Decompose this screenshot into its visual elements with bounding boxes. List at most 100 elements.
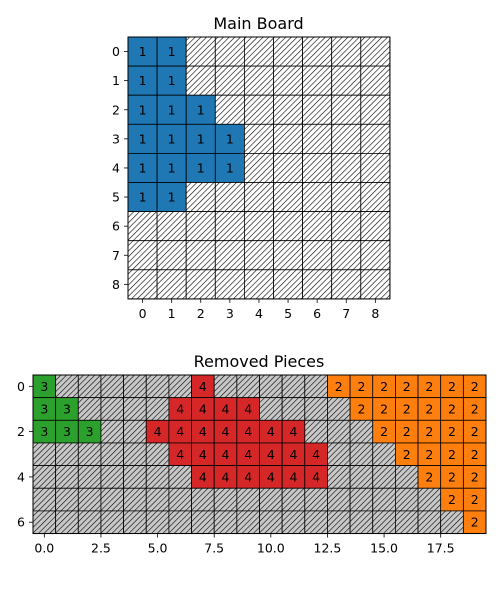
piece-cell-label: 3 [63, 424, 71, 439]
board-cell-label: 1 [139, 160, 147, 175]
board-cell-empty [273, 36, 304, 67]
board-cell-empty [243, 94, 274, 125]
board-cell-empty [273, 240, 304, 271]
piece-cell-empty [77, 397, 102, 421]
piece-cell-label: 4 [222, 469, 230, 484]
piece-cell-empty [145, 397, 170, 421]
piece-cell-empty [213, 374, 238, 399]
x-tick-label: 5 [284, 306, 292, 321]
board-cell-empty [243, 240, 274, 271]
y-tick-label: 6 [17, 515, 25, 530]
board-cell-label: 1 [168, 160, 176, 175]
piece-cell-empty [281, 510, 306, 534]
piece-cell-empty [123, 374, 147, 399]
piece-cell-empty [100, 374, 124, 399]
y-tick-label: 0 [17, 379, 25, 394]
piece-cell-empty [145, 465, 170, 489]
piece-cell-empty [349, 510, 374, 534]
board-cell-empty [185, 269, 216, 300]
piece-cell-empty [32, 465, 57, 489]
piece-cell-label: 4 [199, 379, 207, 394]
y-tick-label: 6 [112, 219, 120, 234]
board-cell-label: 1 [168, 190, 176, 205]
piece-cell-label: 2 [403, 424, 411, 439]
board-cell-empty [302, 182, 333, 213]
board-cell-empty [273, 123, 304, 154]
y-tick-label: 7 [112, 248, 120, 263]
board-cell-empty [302, 123, 333, 154]
board-cell-empty [214, 211, 245, 242]
piece-cell-label: 2 [448, 447, 456, 462]
board-cell-empty [360, 211, 391, 242]
board-cell-empty [273, 94, 304, 125]
piece-cell-empty [281, 397, 306, 421]
piece-cell-label: 4 [244, 469, 252, 484]
piece-cell-empty [100, 487, 124, 512]
board-cell-empty [185, 211, 216, 242]
board-cell-empty [302, 240, 333, 271]
piece-cell-empty [259, 374, 283, 399]
piece-cell-label: 2 [471, 515, 479, 530]
board-cell-label: 1 [226, 160, 234, 175]
board-cell-label: 1 [197, 131, 205, 146]
piece-cell-empty [281, 487, 306, 512]
board-cell-empty [331, 152, 362, 183]
piece-cell-empty [123, 510, 147, 534]
piece-cell-label: 3 [40, 424, 48, 439]
board-cell-empty [214, 182, 245, 213]
piece-cell-label: 4 [222, 424, 230, 439]
board-cell-empty [331, 182, 362, 213]
piece-cell-empty [32, 487, 57, 512]
board-cell-empty [243, 123, 274, 154]
board-cell-empty [214, 94, 245, 125]
board-cell-empty [156, 211, 187, 242]
board-cell-empty [156, 269, 187, 300]
piece-cell-empty [236, 510, 260, 534]
piece-cell-label: 4 [154, 424, 162, 439]
piece-cell-empty [123, 465, 147, 489]
piece-cell-label: 4 [244, 424, 252, 439]
piece-cell-empty [417, 510, 442, 534]
board-cell-empty [302, 152, 333, 183]
board-cell-label: 1 [168, 102, 176, 117]
piece-cell-empty [417, 487, 442, 512]
piece-cell-label: 2 [471, 401, 479, 416]
removed-pieces-x-ticks: 0.0 2.5 5.0 7.5 10.0 12.5 15.0 17.5 [34, 533, 455, 556]
piece-cell-empty [55, 442, 79, 467]
x-tick-label: 0 [139, 306, 147, 321]
board-cell-empty [273, 269, 304, 300]
board-cell-empty [360, 123, 391, 154]
main-board-y-ticks: 0 1 2 3 4 5 6 7 8 [112, 44, 128, 292]
board-cell-empty [302, 269, 333, 300]
piece-cell-label: 2 [425, 424, 433, 439]
board-cell-label: 1 [139, 190, 147, 205]
y-tick-label: 8 [112, 277, 120, 292]
board-cell-empty [331, 65, 362, 96]
y-tick-label: 5 [112, 190, 120, 205]
piece-cell-empty [304, 397, 328, 421]
piece-cell-empty [327, 487, 351, 512]
board-cell-empty [302, 65, 333, 96]
piece-cell-label: 2 [403, 447, 411, 462]
piece-cell-label: 3 [86, 424, 94, 439]
piece-cell-label: 2 [335, 379, 343, 394]
removed-pieces-board: Removed Pieces 3 4 2 2 2 2 2 2 23 3 4 4 4 4 2 2 2 2 2 23 3 3 4… [17, 352, 487, 556]
piece-cell-label: 2 [380, 379, 388, 394]
board-cell-empty [214, 36, 245, 67]
x-tick-label: 0.0 [34, 541, 54, 556]
piece-cell-label: 4 [176, 447, 184, 462]
piece-cell-empty [123, 419, 147, 444]
piece-cell-empty [55, 510, 79, 534]
piece-cell-label: 3 [40, 379, 48, 394]
piece-cell-empty [168, 374, 192, 399]
piece-cell-empty [304, 419, 328, 444]
piece-cell-label: 4 [312, 447, 320, 462]
board-cell-empty [302, 36, 333, 67]
board-cell-empty [273, 65, 304, 96]
board-cell-piece-1 [185, 123, 216, 154]
board-cell-label: 1 [197, 102, 205, 117]
piece-cell-label: 4 [244, 447, 252, 462]
y-tick-label: 4 [112, 160, 120, 175]
board-cell-empty [360, 36, 391, 67]
board-cell-empty [185, 182, 216, 213]
